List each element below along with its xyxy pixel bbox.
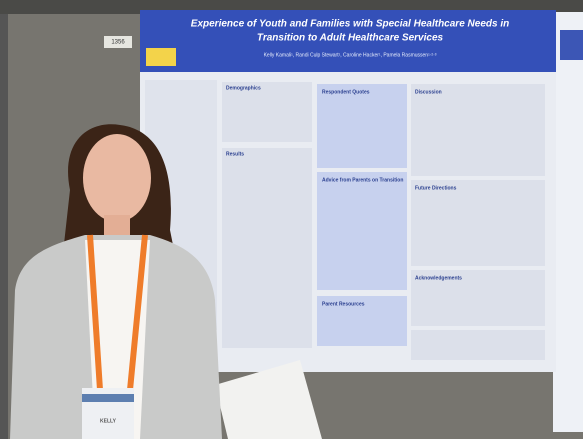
section-heading: Results xyxy=(226,151,244,157)
poster-title: Transition to Adult Healthcare Services xyxy=(257,33,444,44)
handout xyxy=(215,360,322,439)
poster: Experience of Youth and Families with Sp… xyxy=(140,10,556,372)
poster-title: Experience of Youth and Families with Sp… xyxy=(191,19,509,30)
section-heading: Parent Resources xyxy=(322,301,365,307)
badge-band xyxy=(82,394,134,402)
panel xyxy=(317,296,407,346)
next-poster-header xyxy=(560,30,583,60)
panel xyxy=(411,180,545,266)
section-heading: Future Directions xyxy=(415,185,457,191)
badge-name: KELLY xyxy=(100,418,117,424)
face xyxy=(83,134,151,222)
section-heading: Demographics xyxy=(226,85,261,91)
panel xyxy=(411,270,545,326)
panel xyxy=(317,172,407,290)
section-heading: Discussion xyxy=(415,89,442,95)
sign xyxy=(104,36,132,48)
logo xyxy=(146,48,176,66)
person: KELLY xyxy=(10,124,222,439)
panel xyxy=(411,330,545,360)
next-poster xyxy=(553,12,583,432)
partition-edge xyxy=(0,14,8,439)
section-heading: Advice from Parents on Transition xyxy=(322,177,403,183)
panel xyxy=(411,84,545,176)
panel xyxy=(317,84,407,168)
panel xyxy=(222,82,312,142)
panel xyxy=(222,148,312,348)
lanyard xyxy=(87,234,148,391)
poster-header xyxy=(140,10,556,72)
section-heading: Acknowledgements xyxy=(415,275,462,281)
sign-text: 1356 xyxy=(111,40,125,46)
poster-authors: Kelly Kamali¹, Randi Culp Stewart¹, Caro… xyxy=(264,52,437,58)
section-heading: Respondent Quotes xyxy=(322,89,370,95)
